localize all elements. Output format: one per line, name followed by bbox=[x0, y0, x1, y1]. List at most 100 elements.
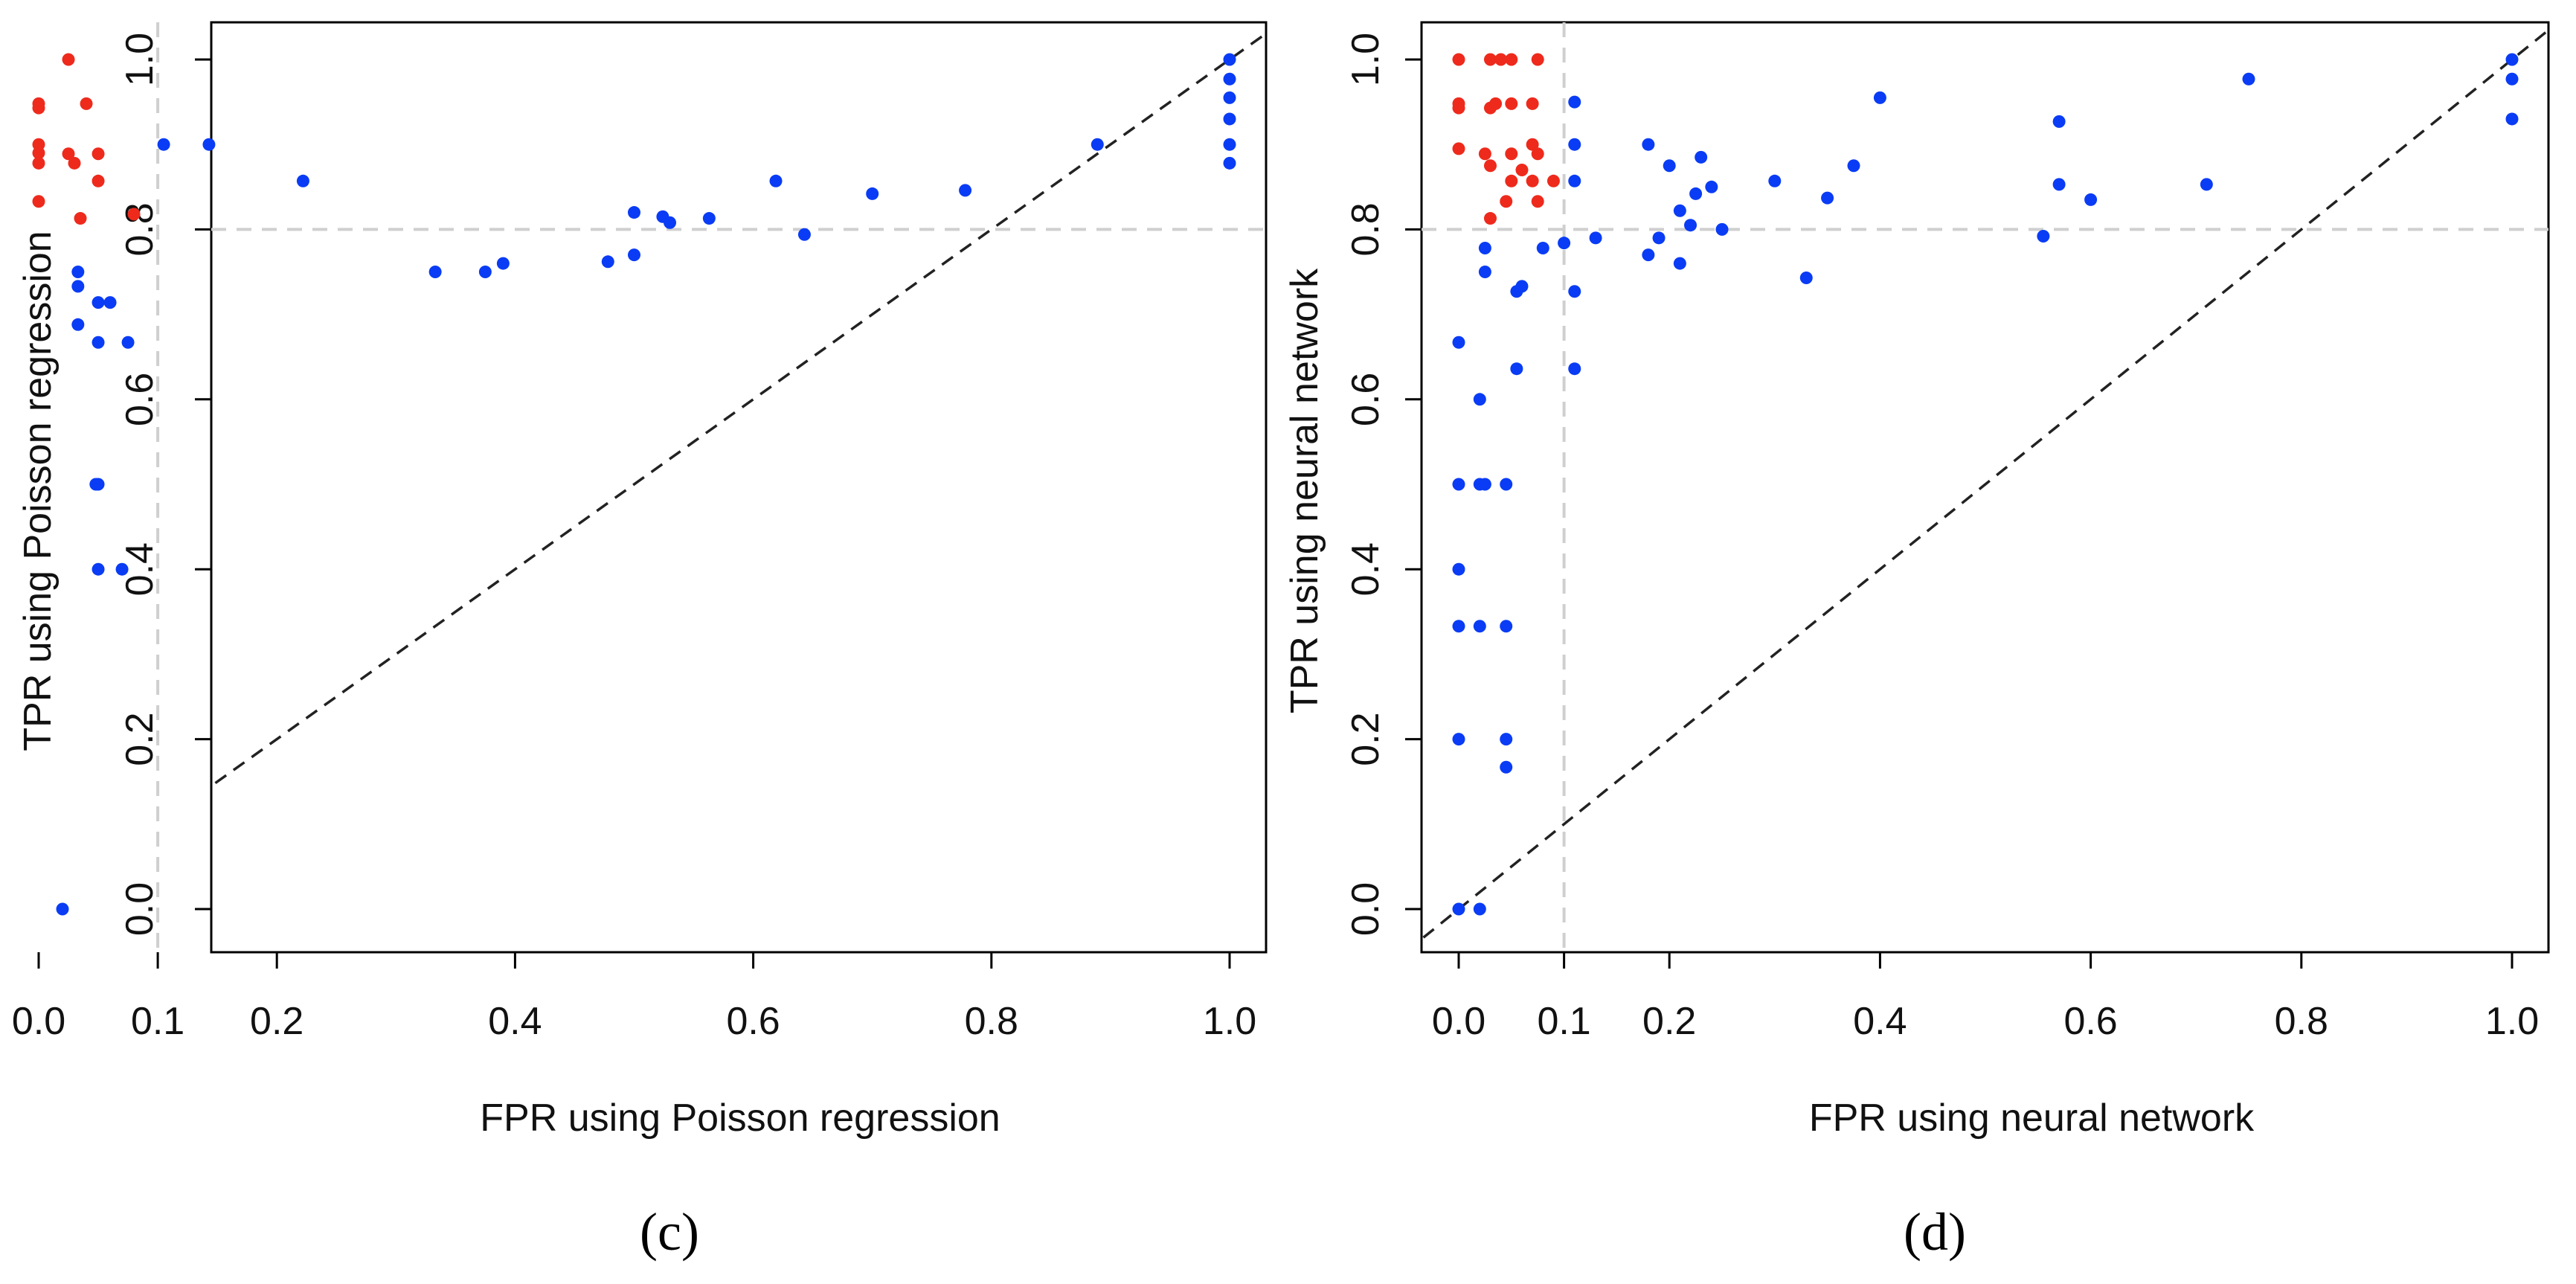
data-point-blue bbox=[1452, 562, 1465, 576]
data-point-blue bbox=[2037, 230, 2050, 243]
data-point-blue bbox=[1536, 242, 1549, 255]
data-point-blue bbox=[2052, 178, 2066, 191]
data-point-blue bbox=[1768, 174, 1782, 187]
data-point-blue bbox=[115, 562, 129, 576]
data-point-blue bbox=[478, 266, 492, 278]
data-point-blue bbox=[1558, 237, 1571, 250]
data-point-blue bbox=[1452, 336, 1465, 349]
data-point-red bbox=[68, 156, 81, 170]
data-point-blue bbox=[1473, 902, 1486, 916]
data-point-red bbox=[32, 147, 45, 160]
y-tick-label: 0.8 bbox=[118, 202, 161, 256]
data-point-blue bbox=[91, 336, 105, 349]
plot-frame bbox=[210, 21, 1268, 954]
data-point-blue bbox=[296, 174, 309, 187]
data-point-blue bbox=[1223, 72, 1236, 86]
y-tick-label: 0.8 bbox=[1344, 202, 1387, 256]
y-tick-label: 1.0 bbox=[1344, 33, 1387, 86]
data-point-blue bbox=[1452, 478, 1465, 491]
y-tick-label: 0.2 bbox=[118, 712, 161, 765]
data-point-blue bbox=[428, 266, 442, 278]
data-point-blue bbox=[1568, 138, 1581, 151]
y-tick-label: 0.2 bbox=[1344, 712, 1387, 765]
scatter-chart-d: 0.0 0.1 0.2 0.4 0.6 0.8 1.0 0.0 0.2 0.4 0.6 0.8 1.0 F… bbox=[1288, 21, 2550, 1262]
data-point-red bbox=[62, 147, 75, 161]
data-point-blue bbox=[91, 478, 105, 491]
data-point-blue bbox=[1223, 156, 1236, 170]
series-blue bbox=[56, 53, 1236, 916]
data-point-blue bbox=[1663, 159, 1676, 173]
x-axis-label: FPR using Poisson regression bbox=[480, 1097, 1000, 1140]
data-point-red bbox=[1515, 163, 1529, 176]
data-point-blue bbox=[1500, 733, 1513, 746]
data-point-blue bbox=[157, 138, 170, 151]
data-point-blue bbox=[1473, 620, 1486, 633]
data-point-blue bbox=[601, 255, 614, 269]
data-point-red bbox=[1452, 101, 1465, 115]
y-tick-label: 0.0 bbox=[118, 882, 161, 936]
data-point-red bbox=[1500, 195, 1513, 208]
data-point-red bbox=[1531, 195, 1544, 208]
data-point-blue bbox=[1452, 733, 1465, 746]
x-tick-label: 0.4 bbox=[1853, 1000, 1907, 1043]
data-point-red bbox=[1526, 138, 1539, 151]
data-point-blue bbox=[1478, 242, 1491, 255]
data-point-red bbox=[62, 53, 75, 66]
series-blue bbox=[1452, 53, 2519, 916]
y-tick-label: 0.0 bbox=[1344, 882, 1387, 936]
data-point-blue bbox=[1568, 174, 1581, 187]
data-point-blue bbox=[769, 174, 783, 187]
panel-caption: (d) bbox=[1904, 1202, 1966, 1262]
panel-caption: (c) bbox=[640, 1202, 699, 1262]
data-point-blue bbox=[1821, 191, 1834, 205]
data-point-red bbox=[1526, 97, 1539, 110]
data-point-blue bbox=[1715, 222, 1729, 236]
data-point-blue bbox=[2505, 53, 2519, 66]
data-point-blue bbox=[2052, 115, 2066, 128]
plot-frame bbox=[1420, 21, 2550, 954]
data-point-blue bbox=[1091, 138, 1104, 151]
diagonal-line bbox=[211, 31, 1266, 788]
data-point-blue bbox=[2084, 193, 2098, 206]
data-point-blue bbox=[1223, 91, 1236, 104]
data-point-blue bbox=[1642, 248, 1655, 262]
data-point-red bbox=[1452, 53, 1465, 66]
data-point-blue bbox=[1223, 138, 1236, 151]
series-red bbox=[1452, 53, 1560, 225]
x-axis-label: FPR using neural network bbox=[1809, 1097, 2255, 1140]
x-tick-label: 0.6 bbox=[726, 1000, 780, 1043]
data-point-blue bbox=[1452, 902, 1465, 916]
data-point-red bbox=[91, 147, 105, 161]
data-point-blue bbox=[1642, 138, 1655, 151]
data-point-blue bbox=[1510, 285, 1523, 298]
data-point-red bbox=[1505, 53, 1518, 66]
data-point-red bbox=[91, 174, 105, 187]
y-tick-label: 0.4 bbox=[1344, 542, 1387, 596]
data-point-red bbox=[1483, 159, 1497, 173]
data-point-blue bbox=[1799, 271, 1813, 284]
x-tick-label: 0.8 bbox=[2275, 1000, 2328, 1043]
data-point-blue bbox=[628, 248, 640, 262]
data-point-red bbox=[80, 97, 93, 110]
y-axis-label: TPR using neural network bbox=[1288, 268, 1326, 713]
data-point-red bbox=[1531, 147, 1544, 161]
x-tick-label: 0.2 bbox=[250, 1000, 303, 1043]
data-point-blue bbox=[496, 257, 510, 270]
series-red bbox=[32, 53, 141, 225]
y-axis-label: TPR using Poisson regression bbox=[16, 231, 60, 751]
diagonal-line bbox=[1422, 28, 2548, 941]
data-point-blue bbox=[1500, 620, 1513, 633]
y-tick-label: 1.0 bbox=[118, 33, 161, 86]
x-tick-label: 0.1 bbox=[131, 1000, 184, 1043]
data-point-blue bbox=[866, 187, 879, 200]
data-point-blue bbox=[1689, 187, 1703, 200]
data-point-blue bbox=[1223, 53, 1236, 66]
data-point-blue bbox=[1500, 478, 1513, 491]
x-tick-label: 0.6 bbox=[2063, 1000, 2117, 1043]
data-point-blue bbox=[959, 184, 972, 197]
data-point-blue bbox=[1473, 393, 1486, 406]
data-point-blue bbox=[1705, 180, 1718, 193]
data-point-blue bbox=[2200, 178, 2213, 191]
data-point-blue bbox=[1652, 231, 1666, 245]
data-point-red bbox=[1489, 97, 1503, 110]
